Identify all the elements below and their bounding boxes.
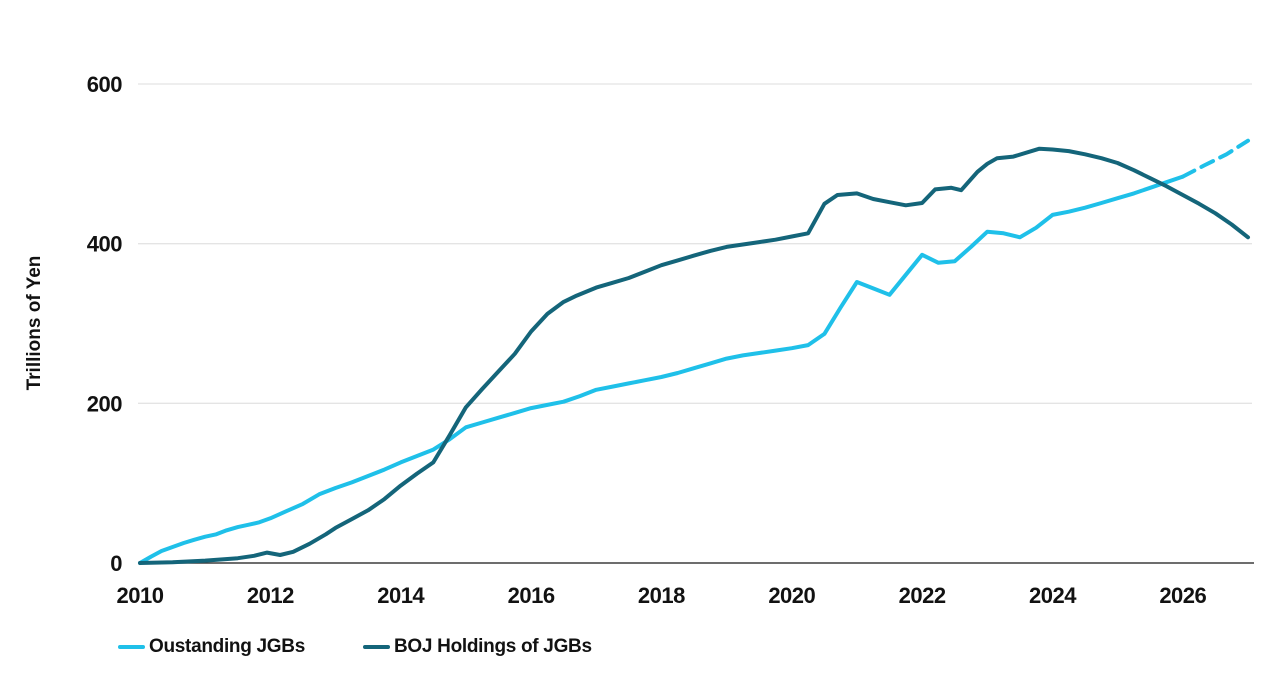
legend-item-boj-holdings: BOJ Holdings of JGBs xyxy=(363,635,592,659)
legend-item-oustanding-jgbs: Oustanding JGBs xyxy=(118,635,305,659)
legend-label-oustanding-jgbs: Oustanding JGBs xyxy=(149,636,305,657)
svg-text:2012: 2012 xyxy=(247,583,294,608)
svg-text:400: 400 xyxy=(87,232,122,257)
svg-text:2024: 2024 xyxy=(1029,583,1077,608)
svg-text:200: 200 xyxy=(87,391,122,416)
legend-label-boj-holdings: BOJ Holdings of JGBs xyxy=(394,636,592,657)
line-chart-canvas: 0 200 400 600 2010 2012 2014 2016 2018 2020 2022 20… xyxy=(24,72,1254,608)
svg-text:2010: 2010 xyxy=(117,583,164,608)
data-series-lines xyxy=(138,138,1250,565)
legend-line-swatch-cyan xyxy=(118,645,145,649)
legend-line-swatch-teal xyxy=(363,645,390,649)
svg-text:0: 0 xyxy=(110,551,122,576)
svg-text:2014: 2014 xyxy=(377,583,425,608)
svg-text:2018: 2018 xyxy=(638,583,685,608)
axis-tick-labels: 0 200 400 600 2010 2012 2014 2016 2018 2020 2022 20… xyxy=(87,72,1207,608)
svg-text:2020: 2020 xyxy=(768,583,815,608)
gridlines xyxy=(138,83,1254,564)
chart-legend: Oustanding JGBs BOJ Holdings of JGBs xyxy=(0,635,1280,661)
svg-text:600: 600 xyxy=(87,72,122,97)
svg-text:2016: 2016 xyxy=(508,583,555,608)
svg-text:2026: 2026 xyxy=(1159,583,1206,608)
svg-text:2022: 2022 xyxy=(899,583,946,608)
y-axis-title: Trillions of Yen xyxy=(24,256,45,391)
